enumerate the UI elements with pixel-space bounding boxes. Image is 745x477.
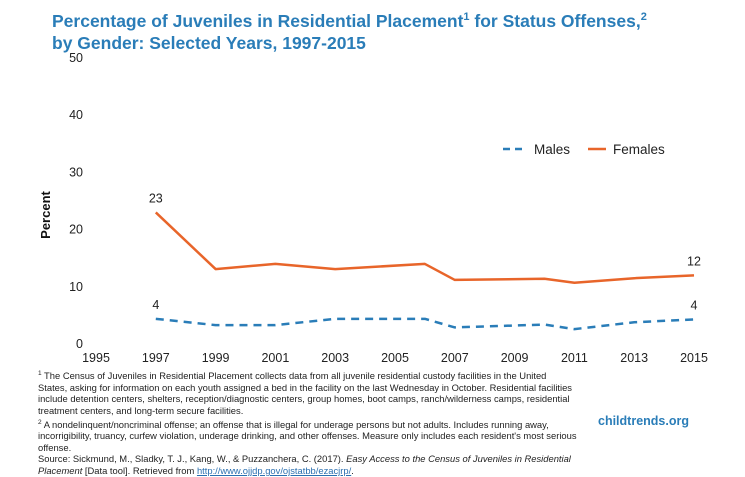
x-axis: 1995 1997 1999 2001 2003 2005 2007 2009 2011 2013… [82, 351, 708, 365]
footnote-1: 1 The Census of Juveniles in Residential… [38, 368, 578, 417]
legend-label-females: Females [613, 142, 665, 157]
footnote-2-text: A nondelinquent/noncriminal offense; an … [38, 418, 577, 453]
source: Source: Sickmund, M., Sladky, T. J., Kan… [38, 453, 578, 476]
title-line1b: for Status Offenses, [469, 10, 641, 31]
y-tick-label: 50 [69, 51, 83, 65]
y-tick-label: 40 [69, 108, 83, 122]
y-tick-label: 20 [69, 223, 83, 237]
x-tick-label: 1999 [202, 351, 230, 365]
legend: Males Females [503, 142, 665, 157]
x-tick-label: 1997 [142, 351, 170, 365]
x-tick-label: 1995 [82, 351, 110, 365]
title-line2: by Gender: Selected Years, 1997-2015 [52, 32, 366, 53]
y-tick-label: 30 [69, 165, 83, 179]
title-footnote-1: 1 [463, 11, 470, 23]
title-line1: Percentage of Juveniles in Residential P… [52, 10, 464, 31]
y-tick-label: 10 [69, 280, 83, 294]
footnote-2: 2 A nondelinquent/noncriminal offense; a… [38, 417, 578, 454]
x-tick-label: 2009 [501, 351, 529, 365]
title-footnote-2: 2 [640, 11, 647, 23]
brand-logo-text: childtrends.org [598, 414, 689, 428]
data-label-females-last: 12 [687, 254, 701, 268]
data-label-males-last: 4 [691, 298, 698, 312]
y-axis: 0 10 20 30 40 50 [69, 51, 83, 351]
chart-title: Percentage of Juveniles in Residential P… [52, 6, 647, 54]
source-mid: [Data tool]. Retrieved from [82, 465, 197, 476]
data-label-males-first: 4 [152, 298, 159, 312]
x-tick-label: 2001 [261, 351, 289, 365]
x-tick-label: 2005 [381, 351, 409, 365]
y-axis-label: Percent [38, 190, 53, 238]
series-line-females [154, 211, 695, 285]
footnote-1-marker: 1 [38, 370, 42, 377]
x-tick-label: 2011 [561, 351, 588, 365]
legend-label-males: Males [534, 142, 570, 157]
source-title: Easy Access to the Census of Juveniles i… [38, 453, 571, 476]
series-group: 4 4 23 12 [149, 191, 701, 331]
y-tick-label: 0 [76, 337, 83, 351]
footnotes: 1 The Census of Juveniles in Residential… [38, 368, 578, 477]
footnote-1-text: The Census of Juveniles in Residential P… [38, 370, 572, 416]
series-line-males [155, 317, 695, 331]
footnote-2-marker: 2 [38, 418, 42, 426]
data-label-females-first: 23 [149, 191, 163, 205]
x-tick-label: 2013 [620, 351, 648, 365]
x-tick-label: 2003 [321, 351, 349, 365]
x-tick-label: 2007 [441, 351, 469, 365]
source-prefix: Source: Sickmund, M., Sladky, T. J., Kan… [38, 453, 347, 465]
line-chart: 0 10 20 30 40 50 1995 1997 1999 2001 2003 2005 2007… [38, 51, 708, 365]
x-tick-label: 2015 [680, 351, 708, 365]
source-end: . [351, 465, 354, 476]
source-link[interactable]: http://www.ojjdp.gov/ojstatbb/ezacjrp/ [196, 465, 352, 476]
